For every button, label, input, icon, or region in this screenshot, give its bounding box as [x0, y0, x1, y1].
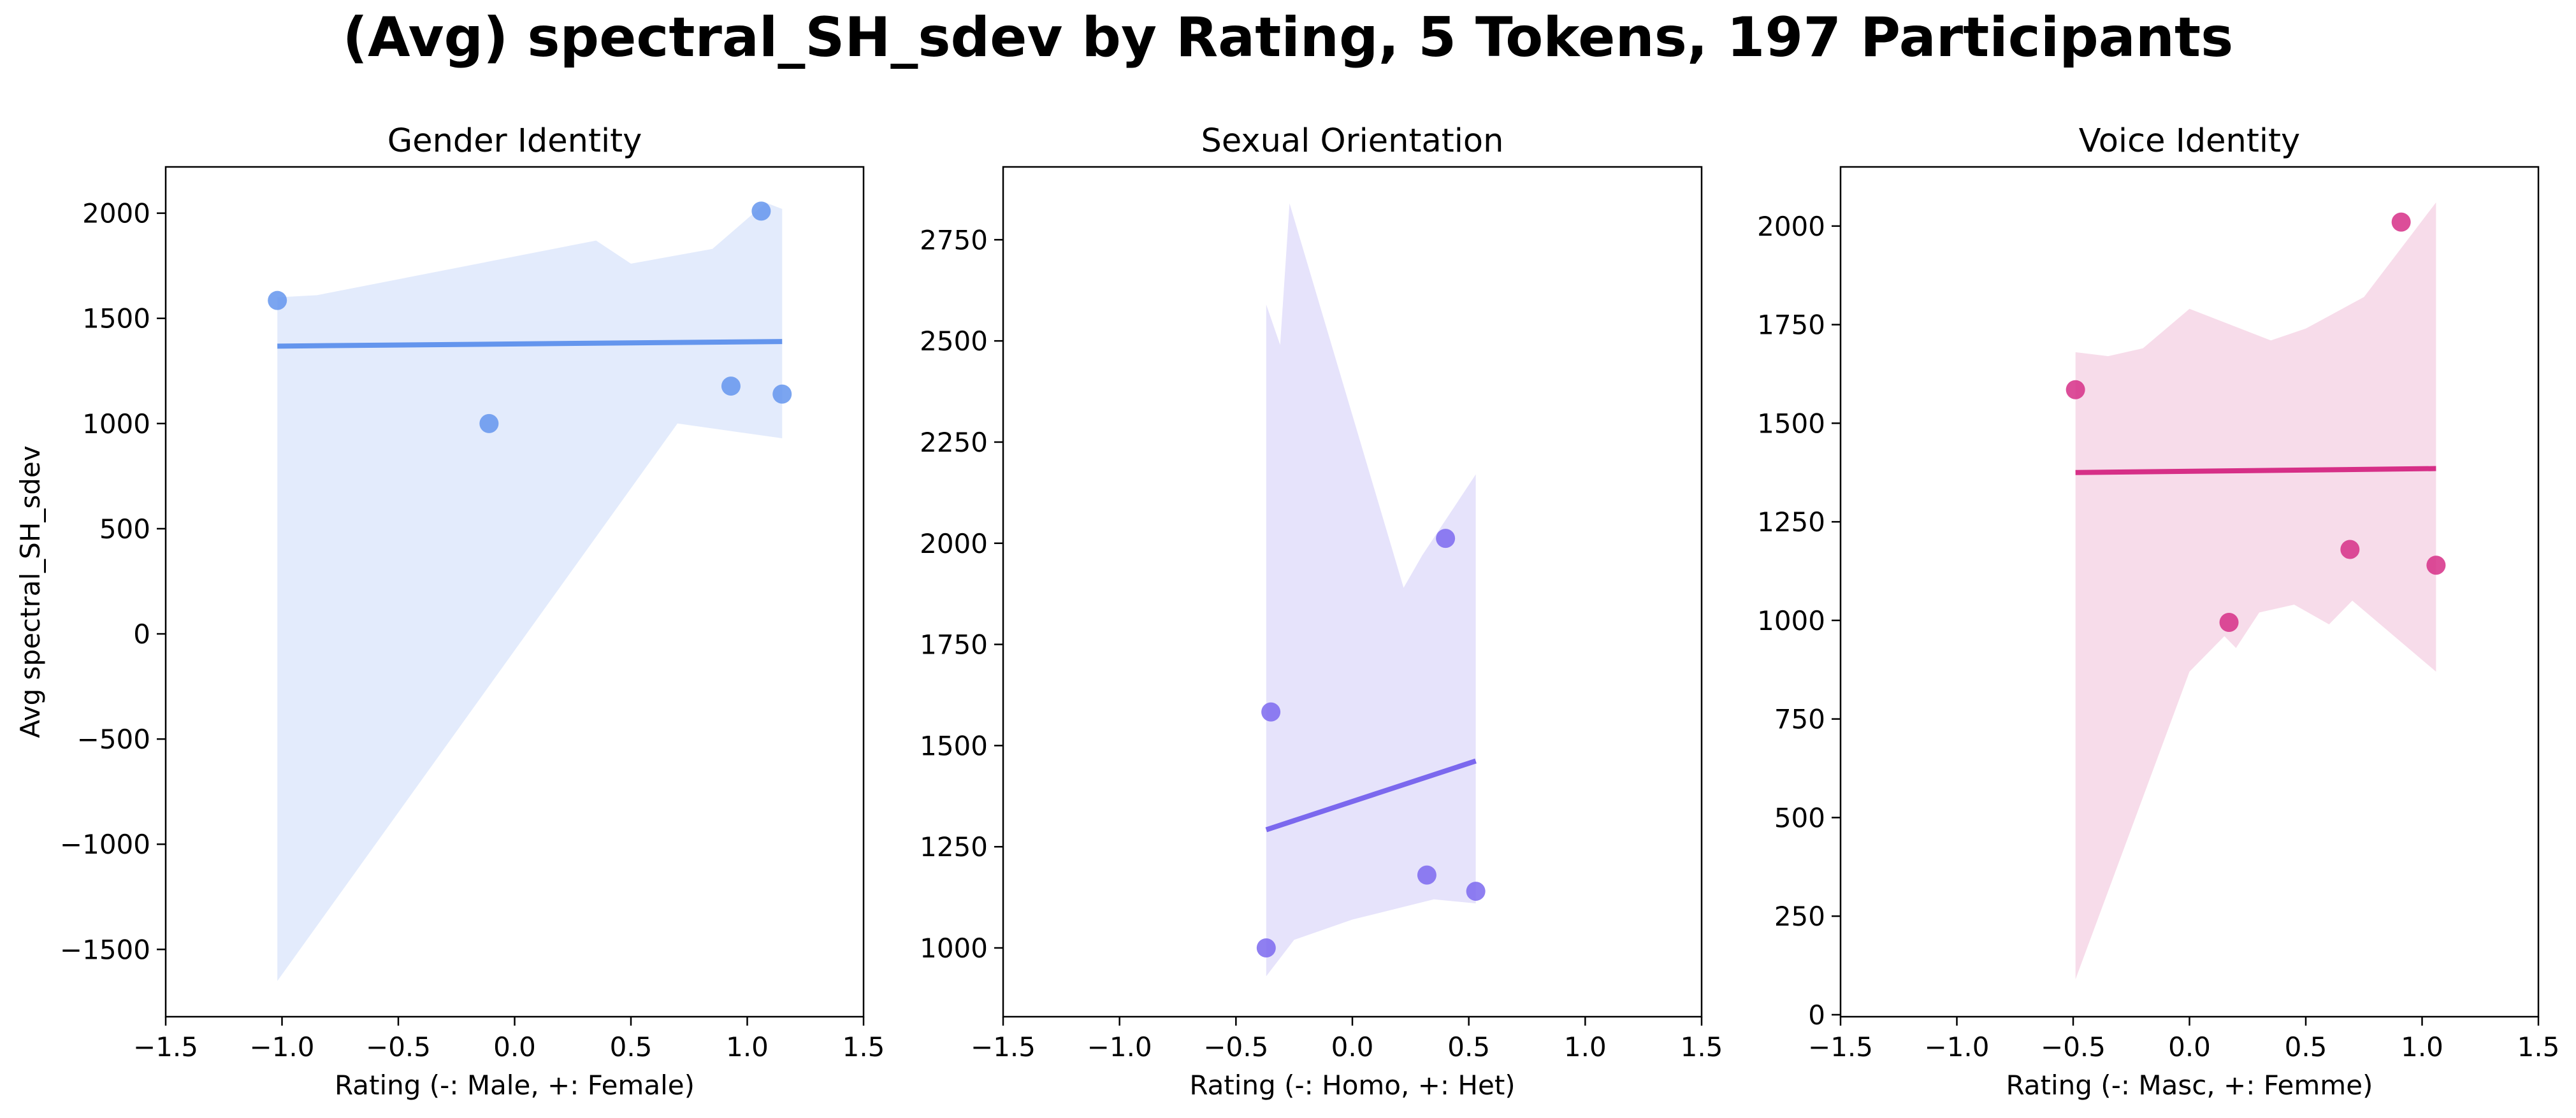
x-tick-label: −1.0 [250, 1031, 315, 1063]
data-point-2 [2219, 612, 2239, 632]
data-point-4 [1436, 529, 1456, 548]
data-point-3 [2340, 540, 2360, 559]
x-tick-label: 1.0 [1564, 1031, 1607, 1063]
x-tick-label: 1.0 [726, 1031, 769, 1063]
y-tick-label: 1750 [1757, 310, 1825, 341]
y-tick-label: 2250 [920, 427, 988, 458]
y-tick-label: 250 [1774, 901, 1825, 932]
data-point-5 [1466, 882, 1486, 901]
y-tick-label: −1000 [60, 829, 150, 860]
data-point-4 [751, 201, 771, 221]
y-axis-label: Avg spectral_SH_sdev [15, 445, 46, 738]
y-tick-label: 1500 [1757, 408, 1825, 439]
y-tick-label: −1500 [60, 934, 150, 965]
y-tick-label: 1750 [920, 629, 988, 661]
x-axis-label: Rating (-: Masc, +: Femme) [2006, 1070, 2373, 1101]
y-tick-label: 1250 [920, 831, 988, 863]
y-tick-label: 0 [1808, 1000, 1825, 1031]
x-tick-label: −1.0 [1925, 1031, 1990, 1063]
x-tick-label: −1.0 [1087, 1031, 1152, 1063]
panel-title: Sexual Orientation [1201, 122, 1504, 160]
y-tick-label: 0 [133, 619, 150, 650]
x-tick-label: 1.5 [2517, 1031, 2560, 1063]
data-point-1 [2066, 380, 2085, 399]
y-tick-label: 1500 [920, 730, 988, 761]
y-tick-label: 2500 [920, 326, 988, 357]
confidence-band [277, 203, 783, 981]
data-point-3 [721, 376, 741, 396]
regression-line [1265, 758, 1477, 833]
x-tick-label: 1.5 [1681, 1031, 1723, 1063]
x-tick-label: −0.5 [2041, 1031, 2106, 1063]
x-tick-label: 0.0 [493, 1031, 536, 1063]
y-tick-label: 2000 [1757, 211, 1825, 242]
confidence-band [1266, 203, 1476, 977]
data-point-4 [2391, 212, 2411, 232]
confidence-band [2075, 202, 2436, 980]
figure-title: (Avg) spectral_SH_sdev by Rating, 5 Toke… [343, 6, 2234, 69]
y-tick-label: 500 [99, 513, 150, 545]
x-tick-label: −0.5 [366, 1031, 431, 1063]
x-tick-label: 0.5 [610, 1031, 653, 1063]
y-tick-label: 1000 [920, 933, 988, 964]
x-tick-label: 1.5 [843, 1031, 885, 1063]
data-point-5 [772, 384, 792, 404]
y-tick-label: 1000 [82, 408, 150, 440]
data-point-3 [1417, 865, 1436, 885]
data-point-1 [268, 290, 287, 310]
y-tick-label: 750 [1774, 704, 1825, 735]
data-point-5 [2426, 555, 2446, 575]
y-tick-label: 2750 [920, 224, 988, 255]
regression-line [2075, 466, 2436, 475]
data-point-2 [1261, 702, 1281, 722]
y-tick-label: 1250 [1757, 506, 1825, 538]
x-axis-label: Rating (-: Male, +: Female) [335, 1070, 695, 1101]
data-point-2 [479, 413, 499, 433]
y-tick-label: 1500 [82, 303, 150, 334]
x-tick-label: 0.5 [2285, 1031, 2327, 1063]
x-tick-label: −1.5 [971, 1031, 1036, 1063]
x-tick-label: 0.0 [2168, 1031, 2211, 1063]
x-tick-label: 0.5 [1447, 1031, 1490, 1063]
y-tick-label: 2000 [82, 198, 150, 229]
regression-line [277, 339, 783, 349]
x-tick-label: −1.5 [133, 1031, 198, 1063]
panel-sexual-orientation: −1.5 −1.0 −0.5 0.0 0.5 1.0 1.5 1000 1250 1500 1750… [920, 122, 1723, 1101]
y-tick-label: 2000 [920, 528, 988, 559]
panel-title: Voice Identity [2079, 122, 2300, 160]
panel-title: Gender Identity [387, 122, 642, 160]
x-tick-label: −1.5 [1808, 1031, 1873, 1063]
y-tick-label: 500 [1774, 802, 1825, 833]
x-tick-label: 1.0 [2401, 1031, 2443, 1063]
y-tick-label: 1000 [1757, 605, 1825, 636]
x-tick-label: −0.5 [1203, 1031, 1268, 1063]
panel-voice-identity: −1.5 −1.0 −0.5 0.0 0.5 1.0 1.5 0 250 500 750 1000 12… [1757, 122, 2559, 1101]
x-axis-label: Rating (-: Homo, +: Het) [1189, 1070, 1515, 1101]
panel-gender-identity: −1.5 −1.0 −0.5 0.0 0.5 1.0 1.5 −1500 −1000 −500 0 5… [15, 122, 885, 1101]
x-tick-label: 0.0 [1331, 1031, 1374, 1063]
y-tick-label: −500 [77, 724, 150, 755]
data-point-1 [1256, 938, 1276, 958]
